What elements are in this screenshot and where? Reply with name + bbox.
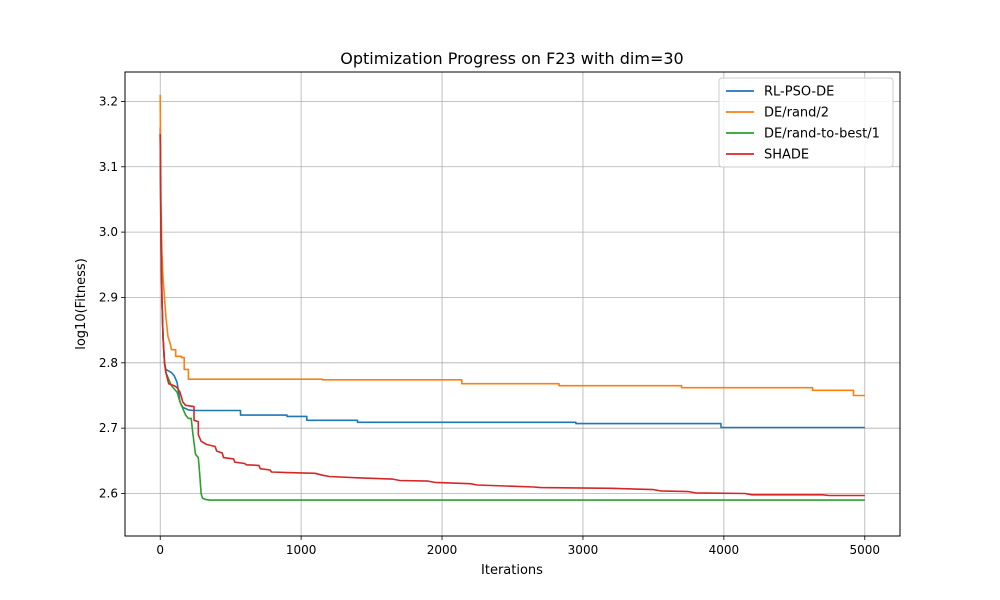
legend-label: RL-PSO-DE: [764, 85, 834, 100]
series-line-2: [159, 134, 865, 501]
series-line-1: [159, 94, 865, 397]
x-tick-label: 3000: [568, 543, 599, 557]
series-line-0: [159, 127, 865, 429]
y-tick-label: 2.6: [99, 487, 118, 501]
y-tick-label: 2.7: [99, 421, 118, 435]
x-tick-label: 4000: [709, 543, 740, 557]
legend-box: [718, 77, 894, 168]
y-tick-label: 2.8: [99, 356, 118, 370]
y-tick-label: 3.0: [99, 225, 118, 239]
x-tick-label: 1000: [286, 543, 317, 557]
y-tick-label: 2.9: [99, 290, 118, 304]
x-tick-label: 0: [156, 543, 164, 557]
chart-title: Optimization Progress on F23 with dim=30: [340, 49, 683, 68]
plot-area-frame: [124, 71, 901, 537]
legend-label: SHADE: [764, 148, 809, 163]
y-tick-label: 3.2: [99, 94, 118, 108]
x-tick-label: 5000: [849, 543, 880, 557]
x-tick-label: 2000: [427, 543, 458, 557]
y-tick-label: 3.1: [99, 160, 118, 174]
legend-label: DE/rand-to-best/1: [764, 127, 880, 142]
y-axis-label: log10(Fitness): [74, 258, 89, 350]
x-axis-label: Iterations: [481, 563, 543, 578]
series-line-3: [159, 134, 865, 497]
legend-label: DE/rand/2: [764, 106, 829, 121]
